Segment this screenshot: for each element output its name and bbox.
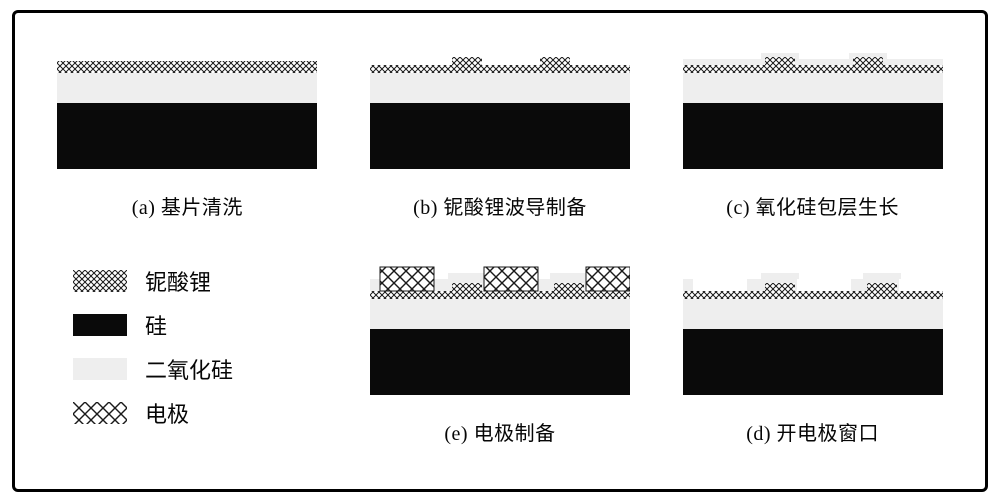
panel-e: (e) 电极制备 (356, 259, 645, 475)
swatch-silicon-dioxide (73, 358, 127, 380)
panel-e-caption: (e) 电极制备 (444, 417, 555, 446)
legend-label: 硅 (145, 309, 167, 341)
panel-c-svg (683, 33, 943, 183)
panel-d-svg (683, 259, 943, 409)
swatch-electrode (73, 402, 127, 424)
legend-item-silicon: 硅 (73, 309, 233, 341)
panel-a: (a) 基片清洗 (43, 33, 332, 249)
panel-c-caption: (c) 氧化硅包层生长 (726, 191, 899, 220)
panel-e-svg (370, 259, 630, 409)
swatch-silicon (73, 314, 127, 336)
panel-d-caption: (d) 开电极窗口 (746, 417, 879, 446)
legend-label: 铌酸锂 (145, 265, 211, 297)
swatch-lithium-niobate (73, 270, 127, 292)
legend-label: 二氧化硅 (145, 353, 233, 385)
panel-b-svg (370, 33, 630, 183)
legend-item-lithium-niobate: 铌酸锂 (73, 265, 233, 297)
panel-c: (c) 氧化硅包层生长 (668, 33, 957, 249)
figure-frame: (a) 基片清洗 (b) 铌酸锂波导制备 (12, 10, 988, 492)
legend-item-electrode: 电极 (73, 397, 233, 429)
legend-item-silicon-dioxide: 二氧化硅 (73, 353, 233, 385)
panel-b: (b) 铌酸锂波导制备 (356, 33, 645, 249)
panel-a-caption: (a) 基片清洗 (132, 191, 243, 220)
panel-a-svg (57, 33, 317, 183)
panel-b-caption: (b) 铌酸锂波导制备 (413, 191, 587, 220)
legend: 铌酸锂 硅 二氧化硅 电极 (43, 259, 332, 475)
legend-label: 电极 (145, 397, 189, 429)
panel-d: (d) 开电极窗口 (668, 259, 957, 475)
